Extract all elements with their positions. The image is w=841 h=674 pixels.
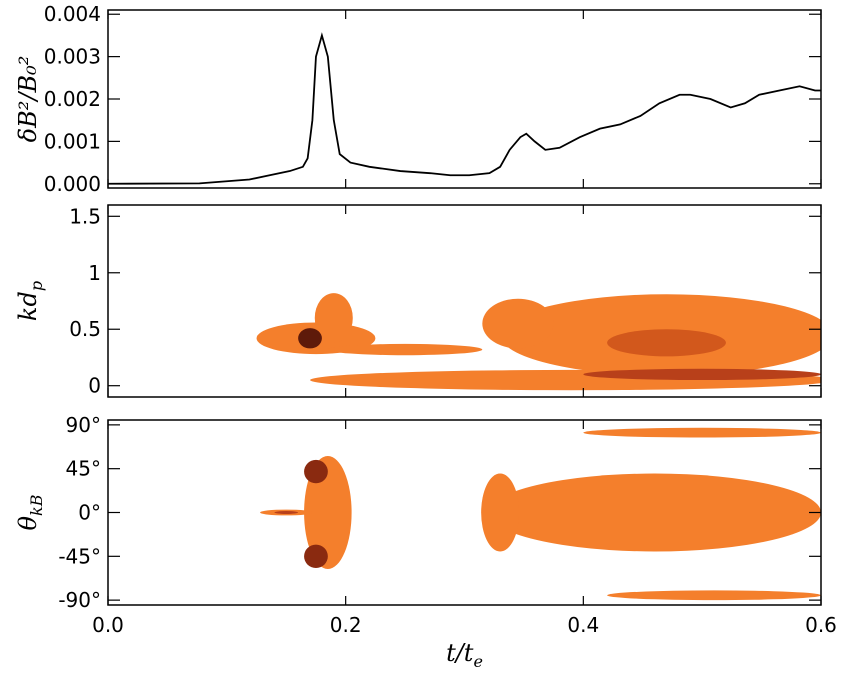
contour-region	[583, 368, 821, 381]
contour-region	[488, 473, 821, 552]
axis-label: θkB	[14, 494, 46, 530]
label-sub: p	[27, 281, 46, 291]
label-sub: kB	[27, 494, 46, 516]
contour-region	[607, 329, 726, 357]
y-tick-label: 0.002	[44, 87, 101, 111]
line	[108, 32, 821, 185]
label-main: kd	[14, 291, 42, 321]
y-tick-label: 0	[88, 374, 101, 398]
frame	[107, 204, 822, 398]
plot-area	[260, 427, 821, 601]
axis-label: kdp	[14, 281, 46, 321]
y-tick-label: 1	[88, 261, 101, 285]
x-tick-label: 0.0	[92, 613, 124, 637]
contour-region	[481, 473, 520, 552]
y-tick-label: -90°	[58, 588, 101, 612]
frame	[107, 9, 822, 189]
contour-region	[274, 511, 299, 514]
plot-area	[256, 293, 821, 391]
axis-label: δB²/B₀²	[14, 56, 42, 143]
axis-label: t/te	[446, 639, 483, 670]
contour-region	[298, 328, 322, 349]
contour-region	[304, 544, 328, 568]
y-tick-label: 0.000	[44, 172, 101, 196]
y-tick-label: 0.001	[44, 129, 101, 153]
y-tick-label: 1.5	[69, 204, 101, 228]
y-tick-label: -45°	[58, 544, 101, 568]
y-tick-label: 45°	[66, 457, 101, 481]
x-tick-label: 0.4	[567, 613, 599, 637]
x-tick-label: 0.2	[330, 613, 362, 637]
contour-region	[482, 298, 554, 349]
y-tick-label: 0.003	[44, 45, 101, 69]
y-tick-label: 0°	[78, 501, 101, 525]
contour-region	[304, 459, 328, 484]
contour-region	[327, 343, 483, 356]
y-tick-label: 0.5	[69, 317, 101, 341]
y-tick-label: 90°	[66, 413, 101, 437]
x-tick-label: 0.6	[805, 613, 837, 637]
y-tick-label: 0.004	[44, 2, 101, 26]
contour-region	[607, 590, 821, 601]
label-sub: e	[473, 652, 482, 670]
contour-region	[314, 293, 353, 343]
plot-area	[108, 32, 821, 185]
contour-region	[304, 456, 352, 569]
label-main: θ	[14, 515, 42, 530]
contour-region	[583, 427, 821, 438]
label-main: t/t	[446, 639, 474, 667]
